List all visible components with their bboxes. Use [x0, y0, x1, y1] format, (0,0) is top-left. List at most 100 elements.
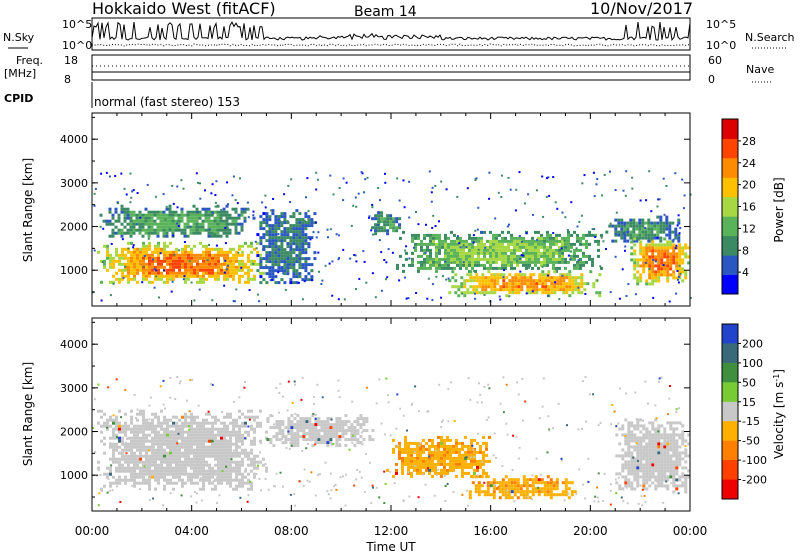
- heatmap-cell: [465, 257, 468, 261]
- heatmap-cell: [311, 444, 315, 448]
- heatmap-cell: [350, 423, 354, 427]
- heatmap-cell: [470, 438, 473, 442]
- heatmap-cell: [130, 478, 133, 482]
- heatmap-cell: [124, 460, 127, 464]
- heatmap-cell: [315, 221, 317, 224]
- heatmap-cell: [639, 457, 643, 461]
- heatmap-cell: [277, 224, 281, 228]
- heatmap-cell: [308, 438, 312, 442]
- heatmap-cell: [671, 221, 675, 225]
- heatmap-cell: [192, 231, 196, 235]
- heatmap-cell: [624, 475, 628, 479]
- heatmap-cell: [195, 225, 199, 229]
- heatmap-cell: [139, 424, 142, 428]
- heatmap-cell: [222, 207, 226, 211]
- heatmap-cell: [441, 257, 444, 261]
- heatmap-cell: [654, 448, 658, 452]
- heatmap-cell: [153, 231, 157, 235]
- heatmap-cell: [295, 275, 299, 279]
- heatmap-cell: [684, 252, 688, 256]
- heatmap-cell: [550, 276, 554, 280]
- heatmap-cell: [675, 276, 679, 280]
- heatmap-cell: [659, 224, 663, 228]
- heatmap-cell: [573, 230, 576, 234]
- heatmap-cell: [573, 263, 576, 267]
- heatmap-cell: [635, 233, 639, 237]
- heatmap-cell: [657, 276, 661, 280]
- heatmap-cell: [641, 233, 645, 237]
- heatmap-cell: [663, 439, 667, 443]
- heatmap-cell: [356, 429, 360, 433]
- heatmap-cell: [464, 444, 467, 448]
- heatmap-cell: [159, 213, 163, 217]
- heatmap-cell: [124, 412, 127, 416]
- heatmap-cell: [317, 231, 320, 234]
- heatmap-cell: [614, 478, 617, 481]
- heatmap-cell: [561, 242, 564, 246]
- heatmap-cell: [447, 266, 450, 270]
- heatmap-cell: [627, 442, 631, 446]
- heatmap-cell: [482, 450, 485, 454]
- heatmap-cell: [175, 466, 178, 470]
- heatmap-cell: [614, 227, 618, 231]
- heatmap-cell: [168, 207, 172, 211]
- heatmap-cell: [329, 174, 332, 177]
- heatmap-cell: [112, 448, 115, 452]
- heatmap-cell: [642, 427, 646, 431]
- heatmap-cell: [493, 279, 497, 283]
- heatmap-cell: [120, 172, 123, 175]
- heatmap-cell: [470, 465, 473, 469]
- heatmap-cell: [201, 228, 205, 232]
- heatmap-cell: [94, 451, 97, 453]
- heatmap-cell: [567, 492, 570, 495]
- heatmap-cell: [672, 490, 676, 494]
- heatmap-cell: [516, 481, 520, 485]
- heatmap-cell: [187, 265, 190, 269]
- heatmap-cell: [675, 451, 679, 455]
- heatmap-cell: [429, 239, 432, 243]
- heatmap-cell: [672, 451, 676, 455]
- heatmap-cell: [165, 225, 169, 229]
- heatmap-cell: [555, 266, 558, 270]
- heatmap-cell: [501, 487, 505, 491]
- heatmap-cell: [507, 245, 510, 249]
- heatmap-cell: [271, 275, 275, 279]
- heatmap-cell: [211, 466, 214, 470]
- heatmap-cell: [526, 276, 530, 280]
- heatmap-cell: [630, 469, 634, 473]
- heatmap-cell: [142, 469, 145, 473]
- heatmap-cell: [202, 418, 205, 422]
- heatmap-cell: [142, 274, 145, 278]
- heatmap-cell: [571, 279, 575, 283]
- heatmap-cell: [210, 231, 214, 235]
- heatmap-cell: [217, 265, 220, 269]
- heatmap-cell: [106, 472, 109, 476]
- heatmap-cell: [228, 216, 232, 220]
- heatmap-cell: [223, 284, 226, 287]
- heatmap-cell: [564, 236, 567, 240]
- heatmap-cell: [154, 463, 157, 467]
- heatmap-cell: [565, 291, 569, 295]
- heatmap-cell: [163, 433, 166, 437]
- heatmap-cell: [684, 451, 688, 455]
- heatmap-cell: [569, 258, 572, 261]
- heatmap-cell: [651, 267, 655, 271]
- heatmap-cell: [115, 433, 118, 437]
- heatmap-cell: [172, 268, 175, 272]
- heatmap-cell: [668, 230, 672, 234]
- heatmap-cell: [540, 260, 543, 264]
- heatmap-cell: [199, 182, 201, 185]
- heatmap-cell: [510, 266, 513, 270]
- heatmap-cell: [523, 282, 527, 286]
- heatmap-cell: [435, 245, 438, 249]
- heatmap-cell: [193, 454, 196, 458]
- heatmap-cell: [175, 256, 178, 260]
- heatmap-cell: [540, 487, 544, 491]
- heatmap-cell: [645, 243, 649, 247]
- heatmap-cell: [364, 178, 367, 181]
- heatmap-cell: [522, 254, 525, 257]
- heatmap-cell: [210, 228, 214, 232]
- heatmap-cell: [411, 233, 414, 237]
- heatmap-cell: [651, 276, 655, 280]
- heatmap-cell: [654, 279, 658, 283]
